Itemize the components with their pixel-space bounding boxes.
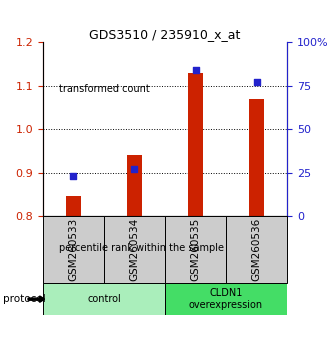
Text: GSM260536: GSM260536 — [251, 218, 262, 281]
FancyBboxPatch shape — [165, 283, 287, 315]
Point — [132, 166, 137, 172]
Text: protocol: protocol — [3, 294, 46, 304]
Text: GSM260535: GSM260535 — [190, 218, 201, 281]
Text: GSM260533: GSM260533 — [68, 218, 79, 281]
Bar — [249, 99, 264, 216]
FancyBboxPatch shape — [226, 216, 287, 283]
Text: percentile rank within the sample: percentile rank within the sample — [59, 243, 224, 253]
Text: CLDN1
overexpression: CLDN1 overexpression — [189, 288, 263, 310]
FancyBboxPatch shape — [43, 216, 104, 283]
Bar — [127, 155, 142, 216]
Bar — [188, 73, 203, 216]
FancyBboxPatch shape — [43, 283, 165, 315]
Point — [254, 80, 259, 85]
Bar — [66, 196, 81, 216]
Point — [193, 67, 198, 73]
Text: control: control — [87, 294, 121, 304]
FancyBboxPatch shape — [165, 216, 226, 283]
Point — [71, 173, 76, 179]
Title: GDS3510 / 235910_x_at: GDS3510 / 235910_x_at — [89, 28, 241, 41]
FancyBboxPatch shape — [104, 216, 165, 283]
Text: GSM260534: GSM260534 — [129, 218, 140, 281]
Text: transformed count: transformed count — [59, 84, 150, 93]
